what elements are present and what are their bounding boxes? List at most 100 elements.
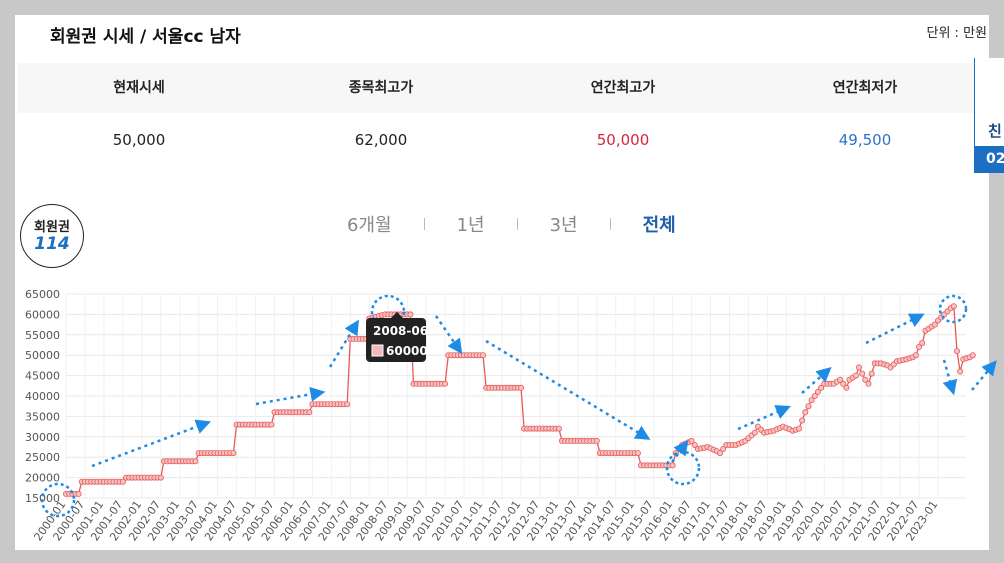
data-point[interactable] [306,409,313,416]
data-point[interactable] [717,450,724,457]
tab-6months[interactable]: 6개월 [347,215,392,236]
unit-label: 단위 : 만원 [926,26,988,41]
y-tick-label: 45000 [25,370,60,383]
y-tick-label: 65000 [25,288,60,301]
chart-grid [65,293,966,499]
data-point[interactable] [843,384,850,391]
x-axis: 2000-012000-072001-012001-072002-012002-… [31,498,940,543]
data-point[interactable] [691,441,698,448]
trend-arrow [671,440,689,463]
chart-series [63,303,976,497]
data-point[interactable] [916,343,923,350]
data-point[interactable] [799,417,806,424]
data-point[interactable] [119,478,126,485]
trend-arrow [942,359,958,396]
stats-value-row: 50,000 62,000 50,000 49,500 [18,115,986,165]
stats-header-row: 현재시세 종목최고가 연간최고가 연간최저가 [18,63,986,113]
logo-text-top: 회원권 [34,220,70,235]
trend-arrow [91,419,212,468]
y-tick-label: 30000 [25,431,60,444]
data-point[interactable] [856,364,863,371]
data-point[interactable] [688,437,695,444]
data-point[interactable] [814,388,821,395]
data-point[interactable] [919,339,926,346]
trend-arrow [737,405,791,431]
trend-arrow [434,315,463,355]
data-point[interactable] [192,458,199,465]
data-point[interactable] [868,370,875,377]
highlight-circle [40,482,76,518]
y-tick-label: 55000 [25,329,60,342]
stat-label-annual-high: 연간최고가 [590,80,656,96]
data-point[interactable] [912,352,919,359]
data-point[interactable] [555,425,562,432]
logo-text-bottom: 114 [34,234,70,254]
data-point[interactable] [344,401,351,408]
data-point[interactable] [862,376,869,383]
data-point[interactable] [157,474,164,481]
tab-divider [609,218,611,230]
data-point[interactable] [720,445,727,452]
data-point[interactable] [634,450,641,457]
data-point[interactable] [669,462,676,469]
data-point[interactable] [268,421,275,428]
trend-arrow [485,339,651,440]
y-tick-label: 15000 [25,492,60,505]
data-point[interactable] [75,490,82,497]
y-axis: 15000 20000 25000 30000 35000 40000 45000 50000… [25,288,60,505]
data-point[interactable] [811,392,818,399]
data-point[interactable] [859,370,866,377]
tooltip-date: 2008-06 [373,324,428,338]
period-tabs: 6개월 1년 3년 전체 [315,211,708,237]
data-point[interactable] [969,352,976,359]
data-point[interactable] [852,372,859,379]
data-point[interactable] [840,380,847,387]
data-point[interactable] [442,380,449,387]
y-tick-label: 35000 [25,410,60,423]
data-point[interactable] [230,450,237,457]
data-point[interactable] [865,380,872,387]
data-point[interactable] [479,352,486,359]
data-point[interactable] [957,368,964,375]
tab-1year[interactable]: 1년 [456,215,485,236]
data-point[interactable] [796,425,803,432]
page-title: 회원권 시세 / 서울cc 남자 [50,27,241,47]
membership114-logo: 회원권 114 [20,204,84,268]
stat-value-annual-high: 50,000 [596,131,650,149]
data-point[interactable] [593,437,600,444]
data-point[interactable] [931,321,938,328]
stat-value-current: 50,000 [112,131,166,149]
y-tick-label: 25000 [25,451,60,464]
data-point[interactable] [805,403,812,410]
data-point[interactable] [954,348,961,355]
data-point[interactable] [518,384,525,391]
data-point[interactable] [407,311,414,318]
tab-all[interactable]: 전체 [642,215,676,236]
annotation-layer [40,294,997,518]
data-point[interactable] [802,409,809,416]
stat-value-alltime-high: 62,000 [354,131,408,149]
stat-label-annual-low: 연간최저가 [832,80,898,96]
data-point[interactable] [950,303,957,310]
side-panel-text: 친 [988,122,1002,140]
tooltip-pointer [391,312,403,318]
stat-label-current: 현재시세 [113,80,165,96]
tooltip-value: 60000 [386,344,428,358]
data-point[interactable] [837,376,844,383]
highlight-circle [938,294,968,324]
data-point[interactable] [751,429,758,436]
highlight-circle [665,450,701,486]
data-point[interactable] [808,397,815,404]
stat-label-alltime-high: 종목최고가 [348,80,414,96]
tab-3years[interactable]: 3년 [549,215,578,236]
trend-arrow [328,319,359,368]
trend-arrow [865,313,925,345]
trend-arrow [971,360,997,391]
data-point[interactable] [818,384,825,391]
side-panel[interactable]: 친 02 [974,58,1004,173]
tab-divider [516,218,518,230]
tab-divider [423,218,425,230]
tooltip-swatch [371,344,384,357]
side-panel-phone[interactable]: 02 [974,146,1004,173]
